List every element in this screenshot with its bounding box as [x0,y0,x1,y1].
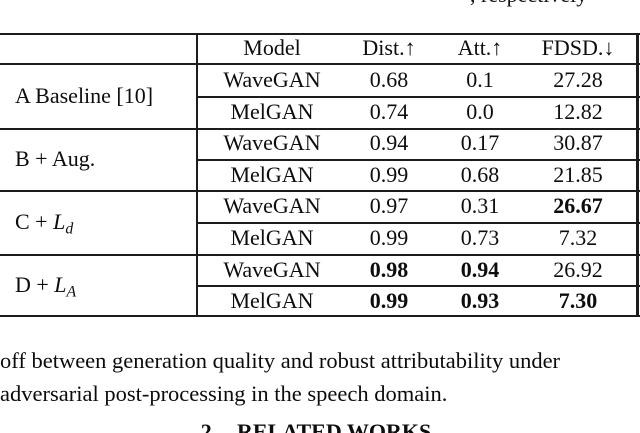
table-group-rule [0,190,640,192]
cell-model: MelGAN [230,99,314,124]
table-group-rule [0,128,640,130]
table-inner-rule [196,285,640,287]
cell-dist: 0.74 [369,99,409,124]
cell-att: 0.68 [460,162,500,187]
group-label-a: A Baseline [10] [15,83,154,108]
table-row: MelGAN 0.99 0.73 7.32 [0,223,640,253]
cell-fdsd: 30.87 [553,130,603,155]
cell-fdsd: 7.30 [558,288,598,313]
table-bottom-rule [0,314,640,317]
cell-fdsd: 26.92 [553,257,603,282]
column-header-dist: Dist.↑ [362,35,416,60]
cell-dist: 0.99 [369,225,409,250]
table-header-row: Model Dist.↑ Att.↑ FDSD.↓ [0,33,640,63]
column-header-model: Model [243,35,301,60]
cell-model: MelGAN [230,288,314,313]
table-row: WaveGAN 0.98 0.94 26.92 [0,255,640,285]
table-right-border [636,33,639,317]
section-heading: 2. RELATED WORKS [0,419,632,433]
cell-model: WaveGAN [223,257,321,282]
table-inner-rule [196,159,640,161]
table-row: WaveGAN 0.97 0.31 26.67 [0,191,640,221]
paragraph-line: off between generation quality and robus… [0,348,561,373]
cell-dist: 0.99 [369,162,409,187]
group-label-d: D + LA [15,272,77,301]
cell-att: 0.1 [466,67,494,92]
table-group-rule [0,254,640,256]
cell-att: 0.93 [460,288,500,313]
cell-fdsd: 27.28 [553,67,603,92]
table-header-rule [0,63,640,65]
section-title: RELATED WORKS [237,419,432,433]
cell-fdsd: 12.82 [553,99,603,124]
table-row: MelGAN 0.99 0.93 7.30 [0,286,640,316]
results-table: Model Dist.↑ Att.↑ FDSD.↓ A Baseline [10… [0,33,640,317]
group-label-c: C + Ld [15,209,74,238]
group-label-b: B + Aug. [15,146,96,171]
cell-att: 0.17 [460,130,500,155]
column-header-att: Att.↑ [457,35,503,60]
paragraph-line: adversarial post-processing in the speec… [0,381,448,406]
cell-att: 0.94 [460,257,500,282]
column-header-fdsd: FDSD.↓ [541,35,615,60]
cell-fdsd: 7.32 [558,225,598,250]
table-top-rule [0,33,640,35]
cell-dist: 0.98 [369,257,409,282]
cell-model: MelGAN [230,225,314,250]
table-row: WaveGAN 0.68 0.1 27.28 [0,65,640,95]
cell-dist: 0.99 [369,288,409,313]
cell-att: 0.0 [466,99,494,124]
cell-att: 0.31 [460,193,500,218]
clipped-caption-fragment: , respectively [470,0,587,8]
cell-model: WaveGAN [223,67,321,92]
cell-model: WaveGAN [223,193,321,218]
cell-att: 0.73 [460,225,500,250]
section-number: 2. [200,419,218,433]
cell-model: MelGAN [230,162,314,187]
cell-fdsd: 21.85 [553,162,603,187]
cell-model: WaveGAN [223,130,321,155]
cell-dist: 0.97 [369,193,409,218]
table-column-divider [196,33,198,317]
table-inner-rule [196,96,640,98]
table-row: WaveGAN 0.94 0.17 30.87 [0,128,640,158]
table-inner-rule [196,222,640,224]
body-paragraph: off between generation quality and robus… [0,344,640,410]
table-row: MelGAN 0.99 0.68 21.85 [0,160,640,190]
cell-fdsd: 26.67 [553,193,603,218]
table-row: MelGAN 0.74 0.0 12.82 [0,97,640,127]
cell-dist: 0.94 [369,130,409,155]
cell-dist: 0.68 [369,67,409,92]
